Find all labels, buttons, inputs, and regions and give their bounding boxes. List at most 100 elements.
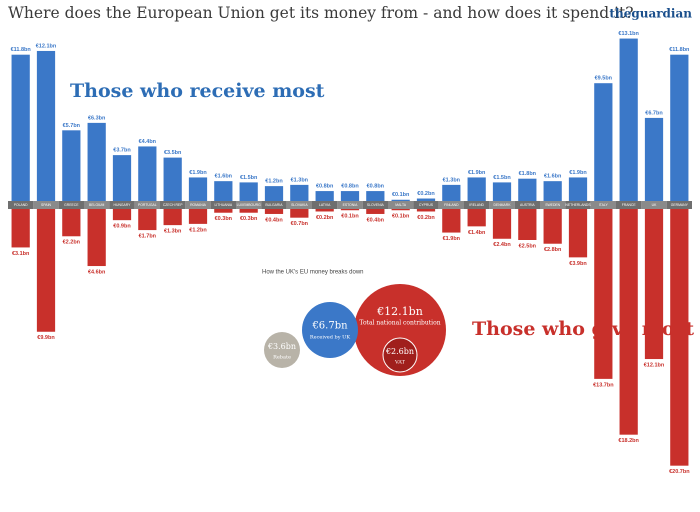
uk-vat-label: VAT [394,360,406,366]
received-bar [644,117,664,201]
contributed-bar [315,209,334,212]
value-label: €11.8bn [669,47,690,53]
value-label: €12.1bn [644,362,665,368]
contributed-bar [290,209,309,218]
value-label: €1.2bn [189,227,207,233]
country-label: ROMANIA [190,203,207,207]
value-label: €11.8bn [11,47,32,53]
value-label: €1.3bn [291,177,309,183]
value-label: €0.3bn [215,216,233,222]
received-bar [264,186,284,201]
received-bar [543,181,562,201]
country-label: UK [652,203,657,207]
contributed-bar [366,209,385,214]
value-label: €2.4bn [493,242,511,248]
contributed-bar [518,209,537,240]
value-label: €4.4bn [139,139,157,145]
contributed-bar [340,209,360,211]
received-bar [290,184,309,201]
value-label: €1.3bn [164,229,182,235]
country-label: LUXEMBOURG [237,203,261,207]
received-bar [62,130,81,201]
uk-title: How the UK's EU money breaks down [262,270,364,276]
uk-vat-circle [382,337,418,373]
value-label: €0.8bn [316,184,334,190]
value-label: €1.8bn [519,171,537,177]
received-bar [340,191,360,201]
country-label: SWEDEN [545,203,560,207]
bars: POLAND €11.8bn €3.1bn SPAIN €12.1bn €9.9bn GRE… [8,31,692,475]
value-label: €0.1bn [341,214,359,220]
country-label: CZECH REP [163,203,183,207]
contributed-bar [87,209,106,267]
contributed-bar [467,209,486,227]
value-label: €0.2bn [417,215,435,221]
value-label: €0.9bn [113,224,131,230]
value-label: €1.6bn [215,174,233,180]
received-bar [442,184,461,201]
value-label: €18.2bn [618,438,639,444]
value-label: €0.4bn [265,217,283,223]
country-label: PORTUGAL [138,203,157,207]
country-band [514,201,540,209]
country-band [312,201,338,209]
country-label: HUNGARY [114,203,132,207]
value-label: €0.7bn [291,221,309,227]
received-bar [619,38,638,202]
country-band [413,201,439,209]
received-bar [568,177,588,201]
value-label: €9.5bn [595,76,613,82]
value-label: €13.7bn [593,382,614,388]
country-band [388,201,414,209]
country-band [134,201,160,209]
contributed-bar [619,209,638,435]
country-label: IRELAND [469,203,484,207]
contributed-bar [188,209,208,224]
uk-received-label: Received by UK [310,335,350,341]
value-label: €0.2bn [316,215,334,221]
country-band [8,201,34,209]
value-label: €0.1bn [392,214,410,220]
value-label: €1.3bn [443,177,461,183]
uk-rebate: €3.6bn [267,342,296,351]
country-band [185,201,211,209]
received-bar [594,83,613,201]
uk-received: €6.7bn [311,321,348,332]
value-label: €3.5bn [164,150,182,156]
country-band [286,201,312,209]
value-label: €0.8bn [367,184,385,190]
received-bar [138,146,157,201]
value-label: €20.7bn [669,469,690,475]
contributed-bar [391,209,410,211]
country-label: LATVIA [319,203,331,207]
country-band [109,201,135,209]
value-label: €3.1bn [12,251,30,257]
receive-heading: Those who receive most [70,80,325,102]
contributed-bar [568,209,588,258]
contributed-bar [442,209,461,233]
country-band [590,201,616,209]
value-label: €2.8bn [544,247,562,253]
received-bar [670,54,689,202]
country-band [666,201,692,209]
country-label: NETHERLANDS [565,203,591,207]
uk-rebate-label: Rebate [273,355,291,361]
country-band [261,201,287,209]
received-bar [239,182,258,201]
country-band [58,201,84,209]
value-label: €2.5bn [519,243,537,249]
country-band [362,201,388,209]
value-label: €12.1bn [36,43,57,49]
country-band [438,201,464,209]
country-band [641,201,667,209]
contributed-bar [264,209,284,214]
uk-total-circle [354,284,446,376]
contributed-bar [112,209,132,221]
value-label: €4.6bn [88,269,106,275]
received-bar [188,177,208,201]
value-label: €3.7bn [113,148,131,154]
country-label: SPAIN [41,203,51,207]
value-label: €1.9bn [569,170,587,176]
uk-vat: €2.6bn [385,347,414,356]
uk-total-label: Total national contribution [359,320,440,327]
